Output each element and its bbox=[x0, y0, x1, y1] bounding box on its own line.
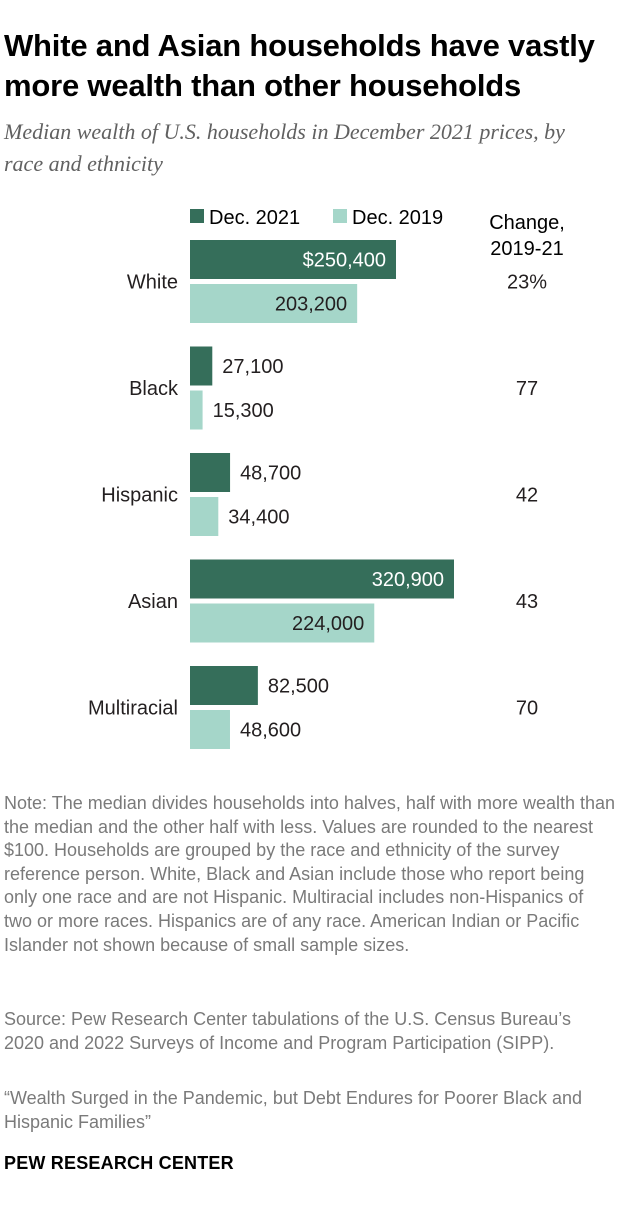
data-label-multiracial-dec-2021: 82,500 bbox=[268, 676, 329, 698]
data-label-black-dec-2021: 27,100 bbox=[222, 356, 283, 378]
category-label-black: Black bbox=[129, 378, 179, 400]
bar-hispanic-dec-2021 bbox=[190, 453, 231, 492]
bar-black-dec-2019 bbox=[190, 390, 203, 430]
report-title: “Wealth Surged in the Pandemic, but Debt… bbox=[4, 1088, 582, 1132]
bar-groups: White $250,400 203,200 23% Black 27,100 15,300… bbox=[88, 240, 547, 749]
chart-subtitle: Median wealth of U.S. households in Dece… bbox=[4, 119, 565, 176]
change-value-asian: 43 bbox=[516, 591, 538, 613]
category-label-white: White bbox=[127, 272, 178, 294]
category-label-asian: Asian bbox=[128, 591, 178, 613]
legend-label-dec-2019: Dec. 2019 bbox=[352, 207, 443, 229]
bar-multiracial-dec-2021 bbox=[190, 666, 258, 705]
data-label-multiracial-dec-2019: 48,600 bbox=[240, 720, 301, 742]
data-label-white-dec-2019: 203,200 bbox=[275, 294, 347, 316]
chart-title: White and Asian households have vastly m… bbox=[4, 28, 595, 103]
bar-black-dec-2021 bbox=[190, 346, 213, 386]
data-label-black-dec-2019: 15,300 bbox=[213, 400, 274, 422]
chart-note: Note: The median divides households into… bbox=[4, 793, 616, 955]
data-label-white-dec-2021: $250,400 bbox=[303, 250, 386, 272]
chart-source: Source: Pew Research Center tabulations … bbox=[4, 1009, 571, 1053]
bar-chart: Dec. 2021 Dec. 2019 Change, 2019-21 Whit… bbox=[88, 207, 565, 749]
bar-multiracial-dec-2019 bbox=[190, 710, 230, 749]
bar-white-dec-2019 bbox=[190, 284, 358, 323]
legend-swatch-dec-2021 bbox=[190, 209, 204, 223]
category-label-hispanic: Hispanic bbox=[101, 485, 178, 507]
change-header-line-1: Change, bbox=[489, 212, 565, 234]
change-value-black: 77 bbox=[516, 378, 538, 400]
pew-research-center-logo: PEW RESEARCH CENTER bbox=[4, 1153, 234, 1173]
bar-asian-dec-2019 bbox=[190, 603, 375, 643]
data-label-asian-dec-2019: 224,000 bbox=[292, 613, 364, 635]
bar-white-dec-2021 bbox=[190, 240, 397, 279]
legend-label-dec-2021: Dec. 2021 bbox=[209, 207, 300, 229]
data-label-hispanic-dec-2021: 48,700 bbox=[240, 463, 301, 485]
legend-swatch-dec-2019 bbox=[333, 209, 347, 223]
category-label-multiracial: Multiracial bbox=[88, 698, 178, 720]
bar-hispanic-dec-2019 bbox=[190, 497, 219, 536]
legend: Dec. 2021 Dec. 2019 bbox=[190, 207, 443, 229]
change-value-white: 23% bbox=[507, 272, 547, 294]
change-header: Change, 2019-21 bbox=[489, 212, 565, 260]
change-value-multiracial: 70 bbox=[516, 698, 538, 720]
change-header-line-2: 2019-21 bbox=[490, 238, 563, 260]
bar-asian-dec-2021 bbox=[190, 559, 454, 599]
change-value-hispanic: 42 bbox=[516, 485, 538, 507]
data-label-hispanic-dec-2019: 34,400 bbox=[228, 507, 289, 529]
data-label-asian-dec-2021: 320,900 bbox=[372, 569, 444, 591]
